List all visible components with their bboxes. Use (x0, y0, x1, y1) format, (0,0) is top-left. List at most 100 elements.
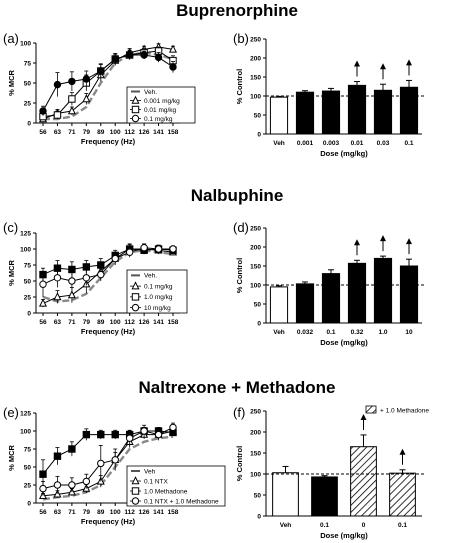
x-axis-label: Frequency (Hz) (81, 137, 136, 146)
row-title-buprenorphine: Buprenorphine (176, 1, 298, 20)
data-point (111, 254, 119, 263)
x-axis-label: Frequency (Hz) (81, 517, 136, 526)
row-title-naltrexone-methadone: Naltrexone + Methadone (139, 378, 336, 397)
x-tick-label: 0.01 (351, 140, 364, 147)
legend-label: 0.1 mg/kg (144, 116, 173, 123)
bar (295, 283, 315, 324)
y-tick-label: 25 (24, 294, 32, 301)
x-tick-label: 112 (124, 319, 135, 326)
bar (321, 90, 341, 135)
y-axis-label: % MCR (7, 70, 16, 96)
y-tick-label: 0 (257, 513, 261, 520)
data-point (125, 434, 134, 442)
series-line (42, 248, 174, 276)
x-tick-label: 158 (168, 319, 179, 326)
x-tick-label: 0.1 (398, 522, 407, 529)
panel-label-a: (a) (3, 31, 19, 46)
legend-label: 0.01 mg/kg (144, 107, 177, 114)
x-tick-label: 100 (110, 509, 121, 516)
data-point (39, 484, 47, 493)
data-point (111, 430, 119, 439)
data-point (169, 63, 177, 71)
series-line (42, 430, 174, 475)
legend-marker (131, 497, 140, 505)
legend-box (126, 465, 226, 507)
data-point (53, 481, 62, 489)
bar (347, 262, 367, 324)
y-axis-label: % Control (235, 258, 244, 293)
y-tick-label: 100 (20, 246, 31, 253)
x-tick-label: 100 (110, 129, 121, 136)
data-point (53, 452, 62, 460)
y-tick-label: 150 (250, 74, 261, 81)
x-axis-label: Frequency (Hz) (81, 327, 136, 336)
bar (269, 286, 289, 324)
significance-arrow-head (380, 235, 386, 242)
x-tick-label: 89 (97, 129, 105, 136)
x-tick-label: 63 (54, 129, 62, 136)
data-point (67, 106, 76, 115)
data-point (169, 245, 177, 253)
legend-label: 1.0 mg/kg (144, 294, 173, 301)
x-tick-label: 158 (168, 509, 179, 516)
bar (321, 273, 341, 324)
legend-label: 10 mg/kg (144, 305, 171, 312)
data-point (125, 248, 134, 256)
data-point (140, 427, 148, 435)
bar (350, 446, 377, 517)
legend-label: 0.1 NTX + 1.0 Methadone (144, 498, 219, 505)
data-point (39, 470, 47, 478)
legend-marker (131, 487, 140, 495)
data-point (39, 280, 47, 288)
legend-marker (131, 114, 140, 123)
y-tick-label: 25 (24, 482, 32, 489)
legend-label: 0.001 mg/kg (144, 98, 180, 105)
series-line (42, 426, 174, 490)
x-tick-label: 0.1 (404, 140, 413, 147)
bar (295, 91, 315, 135)
x-tick-label: 63 (54, 509, 62, 516)
y-tick-label: 50 (254, 492, 262, 499)
y-tick-label: 150 (250, 450, 261, 457)
bar (373, 257, 393, 324)
bar-chart-d: 0 50 100 150 200 250 Veh 0.032 0.1 0.32 1.0 10 Dose … (235, 225, 426, 347)
x-tick-label: 89 (97, 319, 105, 326)
data-point (97, 430, 105, 439)
data-point (169, 423, 177, 432)
data-point (68, 481, 76, 489)
x-tick-label: Veh (273, 140, 285, 147)
y-axis-label: % Control (235, 446, 244, 481)
y-tick-label: 250 (250, 36, 261, 43)
x-axis-label: Dose (mg/kg) (320, 338, 368, 347)
legend-swatch (365, 405, 377, 414)
bar (389, 472, 416, 517)
series-line (42, 54, 174, 112)
y-tick-label: 75 (24, 60, 32, 67)
x-tick-label: 0.003 (323, 140, 340, 147)
x-tick-label: 141 (153, 319, 164, 326)
legend-marker (131, 105, 140, 114)
significance-arrow-head (399, 448, 406, 455)
data-point (82, 477, 91, 486)
y-tick-label: 100 (20, 428, 31, 435)
legend-label: 0.1 NTX (144, 478, 169, 485)
y-tick-label: 0 (27, 310, 31, 317)
x-tick-label: 126 (139, 129, 150, 136)
y-tick-label: 250 (250, 225, 261, 232)
significance-arrow-head (360, 413, 367, 420)
data-point (68, 277, 76, 285)
x-tick-label: 112 (124, 129, 135, 136)
x-tick-label: 56 (39, 129, 47, 136)
x-tick-label: 56 (39, 319, 47, 326)
legend-marker (131, 303, 140, 312)
bar (272, 472, 299, 517)
bar-chart-b: 0 50 100 150 200 250 Veh 0.001 0.003 0.01 0.03 0.1 D… (235, 36, 426, 158)
bar (311, 476, 338, 517)
y-tick-label: 150 (250, 263, 261, 270)
x-tick-label: 79 (83, 319, 91, 326)
significance-arrow-head (406, 59, 412, 66)
data-point (97, 270, 105, 279)
y-tick-label: 0 (27, 500, 31, 507)
legend-label: Veh. (144, 273, 157, 280)
x-tick-label: 0.1 (320, 522, 329, 529)
